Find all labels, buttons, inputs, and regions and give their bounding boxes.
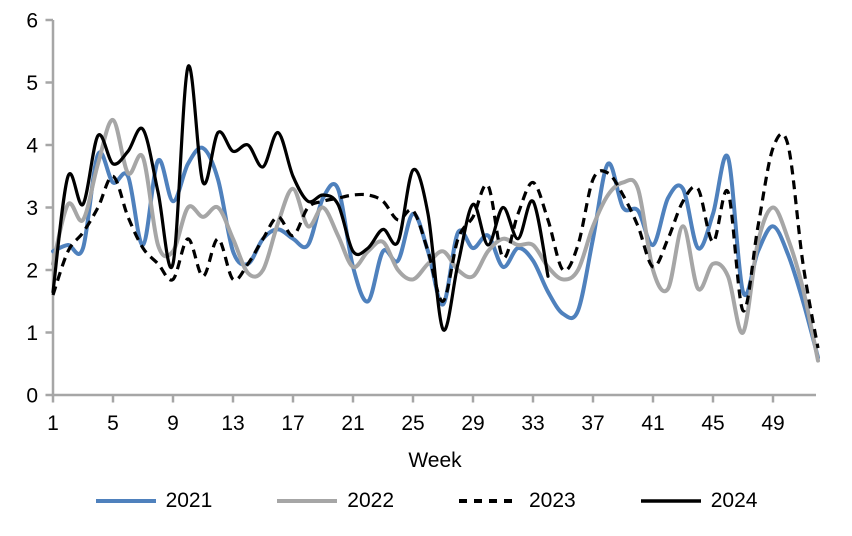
legend-line-solid-blue-icon	[95, 498, 156, 503]
legend-label: 2024	[710, 489, 758, 512]
y-tick-label: 6	[26, 10, 38, 33]
legend-line-solid-black-icon	[640, 498, 701, 503]
axes	[45, 18, 816, 403]
x-tick-label: 25	[401, 412, 424, 435]
x-tick-label: 5	[107, 412, 119, 435]
x-tick-label: 33	[521, 412, 544, 435]
series-line-2023	[51, 132, 820, 349]
y-tick-label: 1	[26, 322, 38, 345]
x-axis-title: Week	[408, 449, 462, 472]
x-tick-label: 1	[47, 412, 59, 435]
x-tick-label: 29	[461, 412, 484, 435]
y-tick-label: 4	[26, 135, 38, 158]
x-tick-label: 41	[641, 412, 664, 435]
x-tick-label: 45	[701, 412, 724, 435]
x-tick-label: 17	[281, 412, 304, 435]
y-tick-label: 5	[26, 72, 38, 95]
y-tick-label: 2	[26, 260, 38, 283]
x-tick-label: 49	[761, 412, 784, 435]
legend-line-solid-gray-icon	[277, 498, 338, 503]
legend: 2021 2022 2023 2024	[0, 490, 852, 511]
series-line-2024	[51, 64, 550, 332]
x-tick-label: 37	[581, 412, 604, 435]
legend-label: 2023	[529, 489, 576, 512]
series-lines	[51, 64, 820, 363]
y-tick-label: 3	[26, 197, 38, 220]
legend-item-2023: 2023	[458, 490, 576, 511]
y-tick-label: 0	[26, 385, 38, 408]
legend-item-2021: 2021	[95, 489, 213, 512]
legend-item-2022: 2022	[276, 490, 394, 511]
x-tick-label: 21	[341, 412, 364, 435]
legend-item-2024: 2024	[640, 489, 758, 512]
legend-line-dashed-black-icon	[459, 498, 519, 503]
legend-label: 2022	[347, 489, 394, 512]
series-line-2022	[51, 117, 820, 363]
x-tick-label: 9	[167, 412, 179, 435]
x-tick-label: 13	[221, 412, 244, 435]
legend-label: 2021	[165, 489, 213, 512]
